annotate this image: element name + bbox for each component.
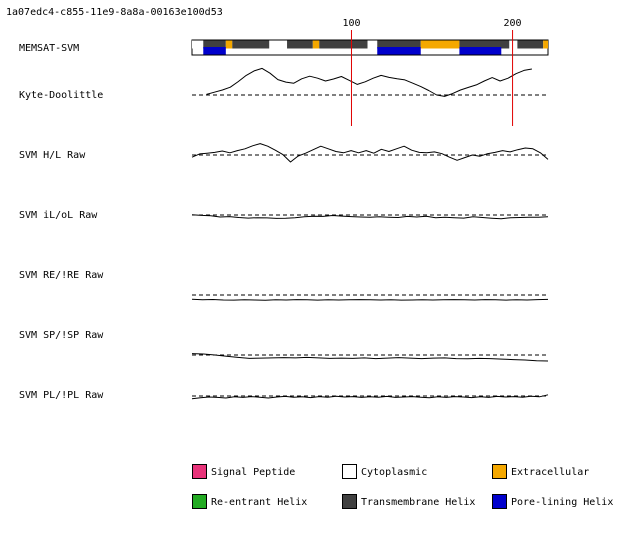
legend-label-extracellular: Extracellular <box>511 467 589 478</box>
trace-svm-re-re-raw <box>191 298 549 301</box>
topology-segment-extracellular <box>312 40 320 49</box>
legend-swatch-cytoplasmic <box>342 464 357 479</box>
topology-bar <box>191 39 549 56</box>
track-traces <box>191 67 549 400</box>
topology-segment-transmembrane-helix <box>517 40 544 49</box>
topology-segment-cytoplasmic <box>367 40 378 49</box>
topology-segment-transmembrane-helix <box>319 40 368 49</box>
legend-swatch-transmembrane-helix <box>342 494 357 509</box>
legend-swatch-re-entrant-helix <box>192 494 207 509</box>
topology-segment-extracellular <box>225 40 233 49</box>
trace-kyte-doolittle <box>206 67 532 97</box>
track-label-svm-pl: SVM PL/!PL Raw <box>19 390 104 401</box>
topology-segment-transmembrane-helix <box>377 40 421 49</box>
legend: Signal Peptide Cytoplasmic Extracellular Re… <box>192 464 613 509</box>
position-markers: 100 200 <box>342 18 522 126</box>
topology-track-label: MEMSAT-SVM <box>19 43 79 54</box>
legend-label-signal-peptide: Signal Peptide <box>211 467 295 478</box>
topology-segment-cytoplasmic <box>509 40 518 49</box>
topology-segment-cytoplasmic <box>269 40 288 49</box>
trace-svm-h-l-raw <box>191 143 549 163</box>
legend-label-transmembrane-helix: Transmembrane Helix <box>361 497 475 508</box>
track-labels: MEMSAT-SVM Kyte-Doolittle SVM H/L Raw SV… <box>19 43 104 401</box>
legend-swatch-signal-peptide <box>192 464 207 479</box>
topology-segment-extracellular <box>543 40 548 49</box>
legend-label-cytoplasmic: Cytoplasmic <box>361 467 427 478</box>
topology-segment-extracellular <box>420 40 460 49</box>
legend-label-re-entrant-helix: Re-entrant Helix <box>211 497 307 508</box>
topology-segment-pore-lining-helix <box>203 47 226 55</box>
topology-segment-transmembrane-helix <box>287 40 313 49</box>
job-id: 1a07edc4-c855-11e9-8a8a-00163e100d53 <box>6 7 223 18</box>
track-label-kyte-doolittle: Kyte-Doolittle <box>19 90 103 101</box>
legend-label-pore-lining-helix: Pore-lining Helix <box>511 497 613 508</box>
marker-label-100: 100 <box>342 18 360 29</box>
track-baselines <box>192 94 548 397</box>
trace-svm-sp-sp-raw <box>191 353 549 362</box>
trace-svm-pl-pl-raw <box>191 394 549 400</box>
topology-segment-transmembrane-helix <box>459 40 510 49</box>
track-label-svm-re: SVM RE/!RE Raw <box>19 270 104 281</box>
legend-swatch-extracellular <box>492 464 507 479</box>
topology-segment-transmembrane-helix <box>203 40 226 49</box>
track-label-svm-ilol: SVM iL/oL Raw <box>19 210 98 221</box>
topology-segment-pore-lining-helix <box>377 47 421 55</box>
topology-segment-cytoplasmic <box>192 40 204 49</box>
topology-segment-transmembrane-helix <box>232 40 270 49</box>
trace-svm-il-ol-raw <box>191 214 549 220</box>
legend-swatch-pore-lining-helix <box>492 494 507 509</box>
track-label-svm-sp: SVM SP/!SP Raw <box>19 330 104 341</box>
topology-segment-pore-lining-helix <box>459 47 502 55</box>
marker-label-200: 200 <box>504 18 522 29</box>
track-label-svm-hl: SVM H/L Raw <box>19 150 86 161</box>
